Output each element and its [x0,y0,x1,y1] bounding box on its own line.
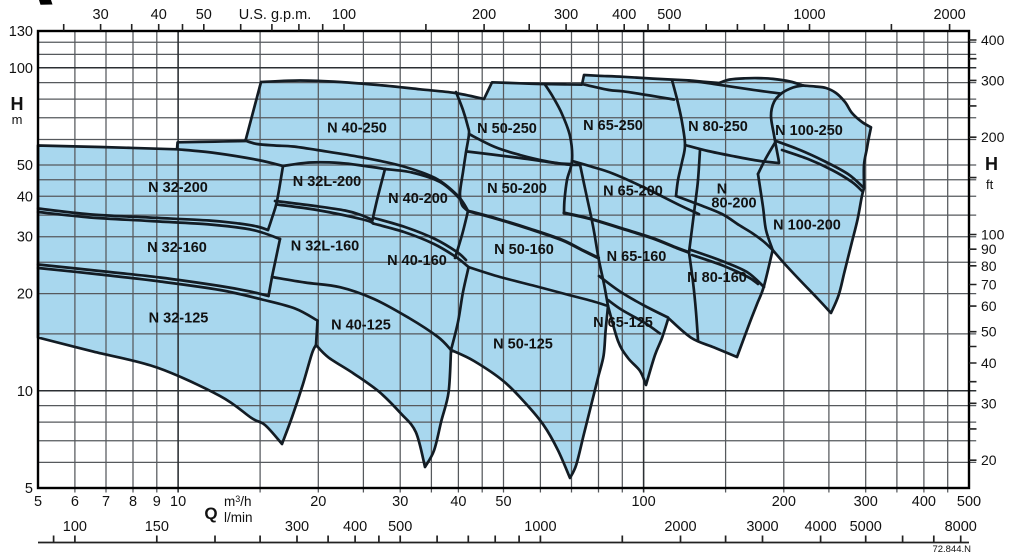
svg-text:30: 30 [981,395,997,411]
svg-text:N: N [717,182,727,198]
svg-text:150: 150 [145,519,169,535]
svg-text:20: 20 [310,494,326,510]
svg-text:m3/h: m3/h [224,494,252,509]
svg-text:2000: 2000 [664,519,696,535]
svg-text:500: 500 [657,7,681,23]
svg-text:50: 50 [495,494,511,510]
svg-text:N 50-160: N 50-160 [494,242,554,258]
svg-text:300: 300 [981,72,1005,88]
svg-text:500: 500 [957,494,981,510]
svg-text:N 32L-160: N 32L-160 [291,239,360,255]
svg-text:5000: 5000 [850,519,882,535]
svg-text:5: 5 [34,494,42,510]
svg-text:400: 400 [912,494,936,510]
svg-text:6: 6 [71,494,79,510]
svg-text:4000: 4000 [804,519,836,535]
svg-text:Q: Q [204,504,217,523]
svg-text:10: 10 [170,494,186,510]
svg-text:N 65-250: N 65-250 [583,118,643,134]
svg-text:500: 500 [388,519,412,535]
svg-text:2000: 2000 [933,7,965,23]
svg-text:N 40-250: N 40-250 [327,121,387,137]
svg-text:U.S. g.p.m.: U.S. g.p.m. [239,7,312,23]
svg-text:30: 30 [17,230,33,246]
svg-text:80: 80 [981,258,997,274]
svg-text:100: 100 [63,519,87,535]
svg-text:ft: ft [986,177,994,192]
svg-text:N 65-125: N 65-125 [593,315,653,331]
svg-text:N 50-125: N 50-125 [493,337,553,353]
svg-text:300: 300 [854,494,878,510]
svg-text:N 100-250: N 100-250 [775,123,843,139]
svg-text:40: 40 [17,189,33,205]
svg-text:3000: 3000 [746,519,778,535]
svg-text:H: H [11,94,24,114]
svg-text:H: H [985,154,998,174]
svg-text:50: 50 [196,7,212,23]
svg-text:N 32-125: N 32-125 [149,311,209,327]
svg-text:N 32-200: N 32-200 [148,180,208,196]
svg-text:N 65-200: N 65-200 [603,184,663,200]
svg-text:400: 400 [981,32,1005,48]
svg-text:70: 70 [981,277,997,293]
svg-text:5: 5 [25,481,33,497]
svg-text:20: 20 [981,452,997,468]
svg-text:N 100-200: N 100-200 [773,218,841,234]
svg-text:7: 7 [102,494,110,510]
svg-text:80-200: 80-200 [711,196,756,212]
svg-text:300: 300 [285,519,309,535]
svg-text:40: 40 [151,7,167,23]
svg-text:300: 300 [554,7,578,23]
svg-text:50: 50 [981,324,997,340]
svg-text:8000: 8000 [945,519,977,535]
svg-text:N 40-200: N 40-200 [388,191,448,207]
svg-text:N 80-250: N 80-250 [688,119,748,135]
svg-text:10: 10 [17,384,33,400]
svg-text:200: 200 [472,7,496,23]
svg-text:N 32-160: N 32-160 [147,240,207,256]
svg-text:30: 30 [392,494,408,510]
svg-text:50: 50 [17,158,33,174]
svg-text:400: 400 [612,7,636,23]
svg-text:20: 20 [17,287,33,303]
svg-text:m: m [12,112,23,127]
svg-text:100: 100 [332,7,356,23]
svg-text:72.844.N: 72.844.N [932,544,971,553]
svg-text:40: 40 [450,494,466,510]
svg-text:130: 130 [9,24,33,40]
svg-text:N 50-250: N 50-250 [477,121,537,137]
svg-text:100: 100 [9,61,33,77]
svg-text:N 80-160: N 80-160 [687,270,747,286]
svg-text:90: 90 [981,241,997,257]
svg-text:100: 100 [981,227,1005,243]
svg-text:9: 9 [153,494,161,510]
svg-text:40: 40 [981,355,997,371]
svg-text:200: 200 [981,129,1005,145]
svg-text:N 40-125: N 40-125 [331,318,391,334]
svg-text:N 65-160: N 65-160 [607,249,667,265]
svg-text:N 50-200: N 50-200 [487,181,547,197]
svg-text:8: 8 [129,494,137,510]
svg-text:60: 60 [981,298,997,314]
svg-text:400: 400 [343,519,367,535]
svg-text:30: 30 [93,7,109,23]
svg-text:100: 100 [631,494,655,510]
svg-text:200: 200 [772,494,796,510]
svg-text:N 40-160: N 40-160 [387,253,447,269]
svg-text:1000: 1000 [524,519,556,535]
svg-text:l/min: l/min [224,510,253,525]
svg-text:1000: 1000 [793,7,825,23]
svg-text:N 32L-200: N 32L-200 [293,174,362,190]
